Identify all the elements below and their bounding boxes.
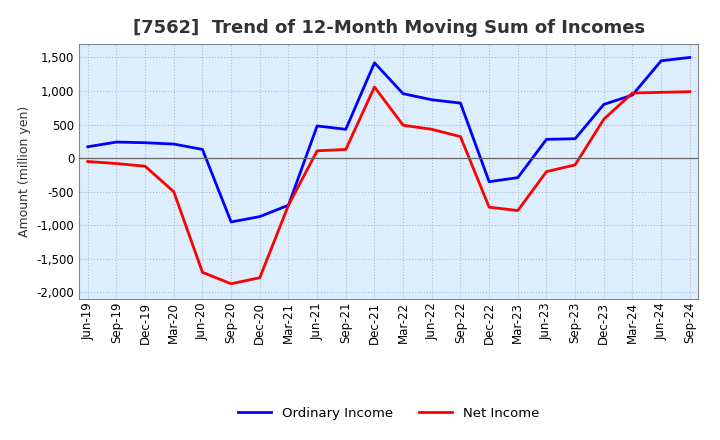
Net Income [256, 275, 264, 280]
Ordinary Income [456, 100, 465, 106]
Net Income [685, 89, 694, 94]
Ordinary Income [428, 97, 436, 103]
Ordinary Income [198, 147, 207, 152]
Ordinary Income [657, 58, 665, 63]
Net Income [227, 281, 235, 286]
Net Income [456, 134, 465, 139]
Ordinary Income [571, 136, 580, 141]
Ordinary Income [399, 91, 408, 96]
Ordinary Income [112, 139, 121, 145]
Ordinary Income [485, 179, 493, 184]
Net Income [513, 208, 522, 213]
Ordinary Income [685, 55, 694, 60]
Ordinary Income [312, 123, 321, 128]
Ordinary Income [513, 175, 522, 180]
Ordinary Income [227, 219, 235, 224]
Y-axis label: Amount (million yen): Amount (million yen) [18, 106, 31, 237]
Ordinary Income [628, 92, 636, 98]
Net Income [284, 202, 293, 208]
Line: Net Income: Net Income [88, 87, 690, 284]
Ordinary Income [141, 140, 150, 145]
Net Income [84, 159, 92, 164]
Ordinary Income [600, 102, 608, 107]
Ordinary Income [341, 127, 350, 132]
Net Income [312, 148, 321, 154]
Net Income [112, 161, 121, 166]
Net Income [399, 123, 408, 128]
Net Income [542, 169, 551, 174]
Ordinary Income [370, 60, 379, 66]
Ordinary Income [84, 144, 92, 150]
Ordinary Income [284, 202, 293, 208]
Net Income [657, 90, 665, 95]
Ordinary Income [169, 141, 178, 147]
Net Income [341, 147, 350, 152]
Title: [7562]  Trend of 12-Month Moving Sum of Incomes: [7562] Trend of 12-Month Moving Sum of I… [132, 19, 645, 37]
Net Income [198, 270, 207, 275]
Net Income [628, 90, 636, 95]
Net Income [141, 164, 150, 169]
Net Income [169, 189, 178, 194]
Ordinary Income [256, 214, 264, 219]
Net Income [370, 84, 379, 90]
Net Income [485, 205, 493, 210]
Net Income [428, 127, 436, 132]
Net Income [600, 117, 608, 122]
Line: Ordinary Income: Ordinary Income [88, 58, 690, 222]
Legend: Ordinary Income, Net Income: Ordinary Income, Net Income [233, 402, 544, 425]
Net Income [571, 162, 580, 168]
Ordinary Income [542, 137, 551, 142]
